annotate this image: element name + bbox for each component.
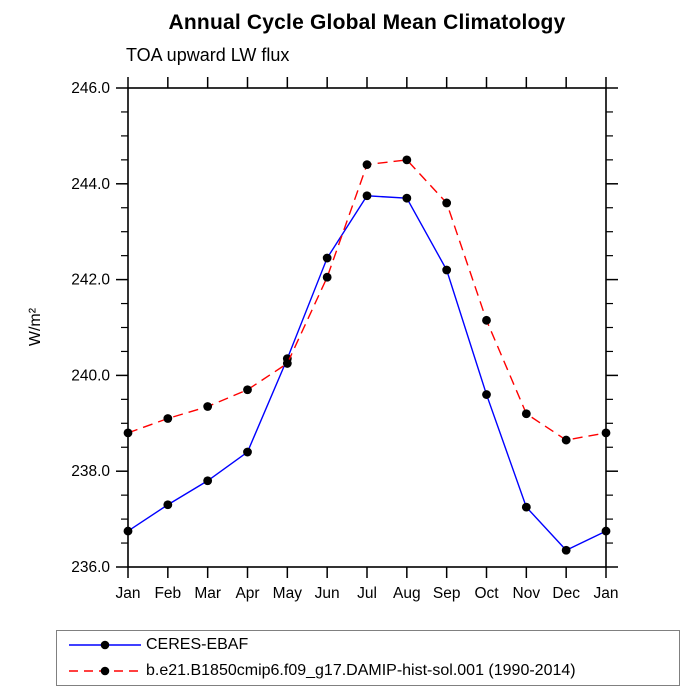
x-tick-label: Oct — [474, 585, 499, 602]
chart-subtitle: TOA upward LW flux — [126, 45, 290, 65]
data-point-marker — [561, 545, 571, 555]
data-point-marker — [163, 500, 173, 510]
data-point-marker — [123, 526, 133, 536]
series-line-model — [127, 159, 607, 441]
data-point-marker — [521, 502, 531, 512]
x-tick-label: Jan — [594, 585, 619, 602]
x-tick-label: Sep — [433, 585, 461, 602]
x-tick-label: Nov — [513, 585, 541, 602]
y-tick-label: 244.0 — [71, 176, 110, 193]
legend-item-ceres: CERES-EBAF — [67, 637, 679, 653]
legend-marker-icon — [100, 666, 110, 676]
legend-line-sample-dashed — [69, 666, 141, 676]
data-point-marker — [482, 315, 491, 325]
legend-item-model: b.e21.B1850cmip6.f09_g17.DAMIP-hist-sol.… — [67, 663, 679, 679]
data-point-marker — [601, 526, 611, 536]
data-point-marker — [203, 402, 213, 411]
data-point-marker — [482, 390, 491, 399]
data-point-marker — [163, 414, 173, 423]
data-point-marker — [322, 253, 332, 263]
x-tick-label: Jan — [116, 585, 141, 602]
data-point-marker — [402, 193, 412, 203]
x-tick-label: May — [273, 585, 303, 602]
data-point-marker — [203, 476, 213, 486]
data-point-marker — [521, 409, 531, 419]
x-tick-label: Jul — [357, 585, 377, 602]
chart-title: Annual Cycle Global Mean Climatology — [168, 11, 566, 34]
x-tick-label: Dec — [552, 585, 580, 602]
data-point-marker — [362, 191, 372, 201]
y-tick-label: 236.0 — [71, 559, 110, 576]
data-point-marker — [442, 198, 452, 208]
plot-frame — [127, 87, 607, 568]
data-point-marker — [322, 272, 332, 282]
data-point-marker — [442, 265, 452, 275]
x-tick-label: Mar — [194, 585, 221, 602]
data-point-marker — [402, 155, 412, 165]
legend-label-model: b.e21.B1850cmip6.f09_g17.DAMIP-hist-sol.… — [146, 662, 576, 679]
x-tick-label: Feb — [154, 585, 181, 602]
x-tick-label: Jun — [315, 585, 340, 602]
legend-box: CERES-EBAF b.e21.B1850cmip6.f09_g17.DAMI… — [56, 630, 680, 686]
plot-area: 236.0 238.0 240.0 242.0 244.0 246.0 Jan Feb Mar A… — [71, 77, 619, 602]
data-point-marker — [243, 447, 252, 457]
data-point-marker — [282, 359, 292, 368]
data-point-marker — [362, 160, 372, 170]
legend-label-ceres: CERES-EBAF — [146, 636, 249, 653]
x-tick-label: Apr — [235, 585, 259, 602]
data-point-marker — [601, 428, 611, 438]
y-tick-label: 242.0 — [71, 272, 110, 289]
series-line-ceres — [127, 195, 607, 552]
data-point-marker — [123, 428, 133, 438]
y-tick-label: 240.0 — [71, 367, 110, 384]
x-tick-label: Aug — [393, 585, 421, 602]
y-tick-label: 238.0 — [71, 463, 110, 480]
data-point-marker — [561, 435, 571, 445]
y-tick-label: 246.0 — [71, 80, 110, 97]
legend-marker-icon — [100, 640, 110, 650]
legend-line-sample-solid — [69, 640, 141, 650]
data-point-marker — [243, 385, 252, 395]
